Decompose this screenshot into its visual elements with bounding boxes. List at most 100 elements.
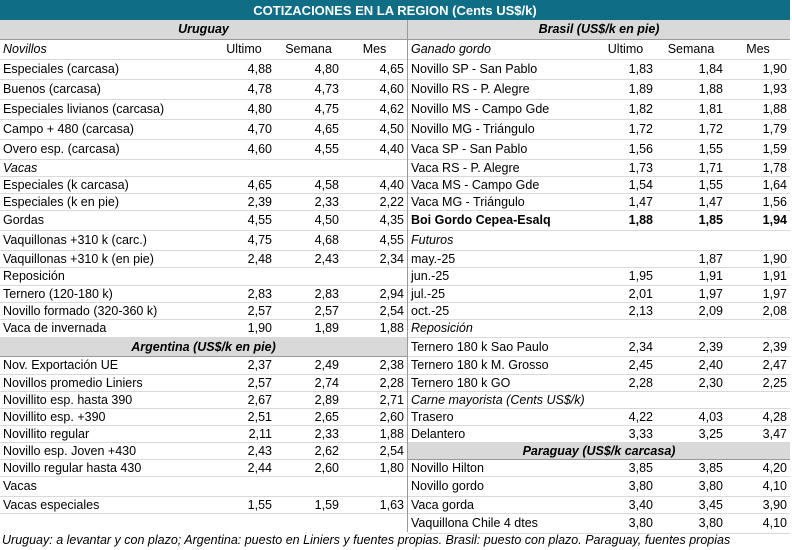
value-ultimo: 2,34 bbox=[595, 337, 656, 357]
row-label: Vaca de invernada bbox=[0, 319, 213, 338]
value-semana: 4,55 bbox=[275, 139, 342, 160]
value-ultimo: 4,75 bbox=[213, 230, 275, 251]
section-title: Uruguay bbox=[0, 20, 408, 40]
value-ultimo: 3,40 bbox=[595, 496, 656, 514]
section-uruguay: Uruguay bbox=[0, 20, 408, 40]
value-mes: 2,34 bbox=[342, 250, 408, 268]
value-semana bbox=[275, 267, 342, 286]
value-ultimo bbox=[595, 230, 656, 251]
row-label: Novillo gordo bbox=[408, 476, 595, 497]
value-ultimo: 2,43 bbox=[213, 442, 275, 460]
row-label: Novillo formado (320-360 k) bbox=[0, 302, 213, 320]
value-ultimo: 2,01 bbox=[595, 285, 656, 303]
table-row: Nov. Exportación UE 2,37 2,49 2,38 bbox=[0, 356, 408, 375]
value-semana: 2,40 bbox=[656, 356, 726, 375]
value-semana bbox=[275, 159, 342, 177]
value-semana: 3,45 bbox=[656, 496, 726, 514]
value-semana: 2,09 bbox=[656, 302, 726, 320]
value-mes: 4,10 bbox=[726, 513, 790, 534]
row-label: Especiales (k en pie) bbox=[0, 193, 213, 211]
column-divider bbox=[407, 20, 408, 532]
value-semana: 2,65 bbox=[275, 408, 342, 426]
quotes-table: Brasil (US$/k en pie) Ganado gordo Ultimo S… bbox=[408, 20, 790, 534]
value-semana: 1,72 bbox=[656, 119, 726, 140]
table-row: Vaca SP - San Pablo 1,56 1,55 1,59 bbox=[408, 139, 790, 160]
footnote: Uruguay: a levantar y con plazo; Argenti… bbox=[2, 533, 731, 547]
row-label: Vaquillona Chile 4 dtes bbox=[408, 513, 595, 534]
value-semana: 2,49 bbox=[275, 356, 342, 375]
value-semana: 3,80 bbox=[656, 476, 726, 497]
value-ultimo: 2,39 bbox=[213, 193, 275, 211]
value-ultimo bbox=[595, 250, 656, 268]
table-row: Futuros bbox=[408, 230, 790, 251]
value-mes: 2,71 bbox=[342, 391, 408, 409]
row-label: Vaca RS - P. Alegre bbox=[408, 159, 595, 177]
value-mes: 1,78 bbox=[726, 159, 790, 177]
value-semana bbox=[656, 319, 726, 338]
value-semana: 1,88 bbox=[656, 79, 726, 100]
value-mes: 4,50 bbox=[342, 119, 408, 140]
value-mes: 1,93 bbox=[726, 79, 790, 100]
row-label: Gordas bbox=[0, 210, 213, 231]
value-mes: 4,65 bbox=[342, 59, 408, 80]
value-semana: 2,62 bbox=[275, 442, 342, 460]
value-ultimo: 1,95 bbox=[595, 267, 656, 286]
table-row: Delantero 3,33 3,25 3,47 bbox=[408, 425, 790, 443]
section-title: Argentina (US$/k en pie) bbox=[0, 337, 408, 357]
value-mes: 2,38 bbox=[342, 356, 408, 375]
section-title: Brasil (US$/k en pie) bbox=[408, 20, 790, 40]
table-row: Novillo gordo 3,80 3,80 4,10 bbox=[408, 476, 790, 497]
value-ultimo: 1,55 bbox=[213, 496, 275, 514]
table-row: Vaca MS - Campo Gde 1,54 1,55 1,64 bbox=[408, 176, 790, 194]
value-semana: 2,60 bbox=[275, 459, 342, 477]
value-ultimo: 2,13 bbox=[595, 302, 656, 320]
row-label: Reposición bbox=[0, 267, 213, 286]
table-row: Reposición bbox=[408, 319, 790, 338]
value-mes: 1,91 bbox=[726, 267, 790, 286]
table-row: Trasero 4,22 4,03 4,28 bbox=[408, 408, 790, 426]
value-semana bbox=[656, 230, 726, 251]
value-ultimo bbox=[595, 391, 656, 409]
table-row: Ternero 180 k Sao Paulo 2,34 2,39 2,39 bbox=[408, 337, 790, 357]
value-ultimo: 2,67 bbox=[213, 391, 275, 409]
table-row: Especiales (carcasa) 4,88 4,80 4,65 bbox=[0, 59, 408, 80]
value-mes: 1,90 bbox=[726, 59, 790, 80]
value-mes: 4,20 bbox=[726, 459, 790, 477]
value-mes: 1,56 bbox=[726, 193, 790, 211]
value-semana: 4,58 bbox=[275, 176, 342, 194]
row-label: Especiales livianos (carcasa) bbox=[0, 99, 213, 120]
row-label: Novillito regular bbox=[0, 425, 213, 443]
value-ultimo: 4,55 bbox=[213, 210, 275, 231]
value-mes: 3,47 bbox=[726, 425, 790, 443]
value-ultimo: 1,47 bbox=[595, 193, 656, 211]
value-mes bbox=[726, 230, 790, 251]
value-ultimo: 1,88 bbox=[595, 210, 656, 231]
value-mes: 4,40 bbox=[342, 176, 408, 194]
value-semana: 1,89 bbox=[275, 319, 342, 338]
row-label: Reposición bbox=[408, 319, 595, 338]
row-label: Vaca gorda bbox=[408, 496, 595, 514]
value-ultimo: 2,11 bbox=[213, 425, 275, 443]
row-label: Campo + 480 (carcasa) bbox=[0, 119, 213, 140]
value-ultimo: 4,78 bbox=[213, 79, 275, 100]
value-mes: 3,90 bbox=[726, 496, 790, 514]
value-ultimo: 1,89 bbox=[595, 79, 656, 100]
table-row: Novillito regular 2,11 2,33 1,88 bbox=[0, 425, 408, 443]
row-label: jul.-25 bbox=[408, 285, 595, 303]
table-row: Boi Gordo Cepea-Esalq 1,88 1,85 1,94 bbox=[408, 210, 790, 231]
column-header: Ultimo bbox=[595, 39, 656, 60]
value-semana: 1,85 bbox=[656, 210, 726, 231]
value-mes bbox=[342, 159, 408, 177]
row-label: Ternero 180 k Sao Paulo bbox=[408, 337, 595, 357]
value-semana: 1,81 bbox=[656, 99, 726, 120]
value-mes: 2,08 bbox=[726, 302, 790, 320]
section-title: Paraguay (US$/k carcasa) bbox=[408, 442, 790, 460]
row-label: Vaquillonas +310 k (carc.) bbox=[0, 230, 213, 251]
value-semana: 3,80 bbox=[656, 513, 726, 534]
value-ultimo bbox=[213, 267, 275, 286]
value-ultimo: 4,65 bbox=[213, 176, 275, 194]
table-row: Gordas 4,55 4,50 4,35 bbox=[0, 210, 408, 231]
table-row: Campo + 480 (carcasa) 4,70 4,65 4,50 bbox=[0, 119, 408, 140]
row-label: Vaca MG - Triángulo bbox=[408, 193, 595, 211]
